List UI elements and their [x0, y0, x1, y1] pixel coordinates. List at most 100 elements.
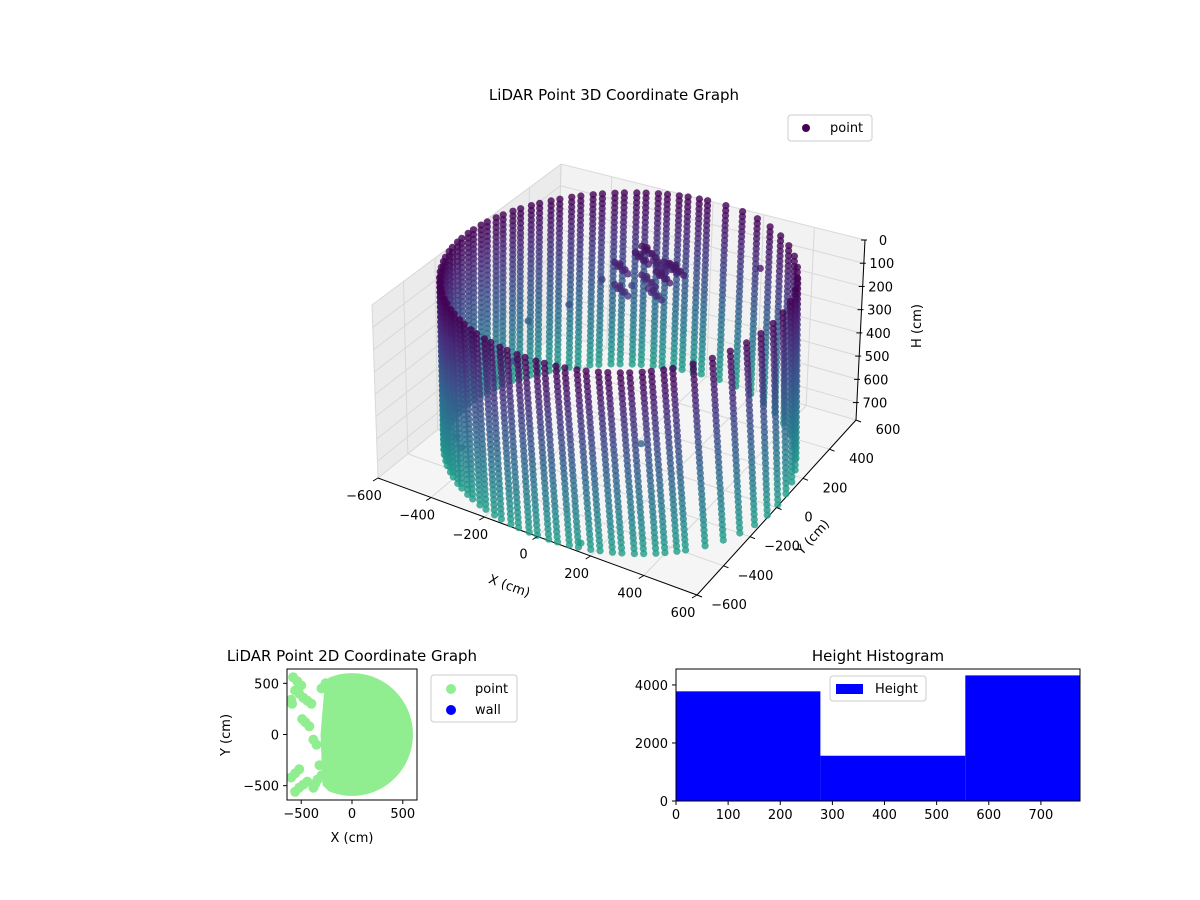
- point-3d: [549, 482, 558, 490]
- point-3d: [563, 515, 572, 524]
- point-3d: [659, 528, 668, 536]
- point-3d: [788, 473, 796, 481]
- point-3d: [516, 391, 524, 399]
- point-3d: [495, 469, 503, 478]
- point-3d: [776, 237, 785, 245]
- point-3d: [700, 281, 709, 289]
- point-3d: [487, 338, 495, 347]
- z-tick-label-3d: 400: [866, 327, 891, 342]
- point-3d: [780, 376, 788, 384]
- point-3d: [760, 423, 768, 431]
- point-3d: [788, 478, 796, 486]
- point-3d: [771, 392, 779, 400]
- point-3d: [533, 377, 542, 385]
- point-3d: [758, 361, 766, 369]
- point-3d: [641, 256, 650, 264]
- point-3d: [744, 365, 752, 373]
- point-3d: [608, 548, 617, 556]
- point-3d: [552, 523, 561, 531]
- point-3d: [787, 390, 795, 398]
- point-3d: [469, 376, 478, 384]
- point-3d: [660, 538, 668, 546]
- histogram-bars: [676, 675, 1080, 801]
- point-3d: [640, 550, 648, 558]
- point-2d: [320, 678, 331, 689]
- point-3d: [629, 415, 637, 423]
- point-3d: [658, 512, 666, 521]
- point-3d: [743, 360, 752, 368]
- point-3d: [632, 446, 640, 454]
- point-3d: [515, 524, 523, 532]
- point-3d: [761, 454, 769, 462]
- point-3d: [482, 370, 490, 378]
- point-3d: [628, 519, 636, 527]
- x-tick-label-2d: 500: [390, 807, 415, 822]
- point-3d: [657, 492, 665, 500]
- point-3d: [504, 357, 512, 365]
- point-3d: [757, 340, 765, 348]
- point-3d: [787, 334, 795, 342]
- point-3d: [793, 268, 801, 276]
- point-3d: [787, 349, 795, 357]
- point-3d: [779, 329, 788, 337]
- point-3d: [759, 381, 767, 390]
- point-3d: [565, 415, 573, 423]
- y-tick-label-3d: −400: [738, 569, 774, 584]
- point-3d: [772, 449, 781, 457]
- point-3d: [743, 354, 751, 363]
- point-3d: [761, 439, 769, 447]
- point-3d: [554, 393, 562, 401]
- point-3d: [524, 399, 532, 407]
- point-3d: [757, 345, 766, 353]
- y-tick-3d: [749, 536, 756, 540]
- point-3d: [663, 275, 671, 283]
- point-3d: [701, 537, 709, 545]
- point-3d: [713, 427, 721, 435]
- point-3d: [502, 434, 510, 442]
- point-3d: [621, 436, 630, 444]
- point-3d: [727, 363, 735, 371]
- point-3d: [548, 461, 556, 469]
- point-3d: [748, 453, 756, 461]
- point-3d: [735, 519, 743, 527]
- point-3d: [484, 405, 493, 413]
- z-tick-label-3d: 100: [869, 257, 894, 272]
- point-3d: [744, 375, 752, 383]
- legend-3d-point-marker: [802, 124, 810, 132]
- point-3d: [744, 380, 753, 389]
- point-3d: [743, 344, 751, 352]
- point-3d: [676, 473, 685, 481]
- point-3d: [718, 510, 726, 518]
- point-3d: [573, 371, 581, 379]
- x-axis-label-2d: X (cm): [331, 831, 374, 846]
- point-3d: [669, 375, 678, 383]
- chart-3d: LiDAR Point 3D Coordinate Graph −600 −400…: [346, 86, 925, 621]
- point-3d: [713, 437, 722, 445]
- point-3d: [714, 448, 722, 456]
- point-3d: [680, 530, 689, 539]
- point-3d: [786, 297, 795, 306]
- point-3d: [628, 360, 636, 368]
- point-3d: [597, 404, 605, 412]
- point-3d: [774, 501, 782, 509]
- point-3d: [541, 375, 550, 383]
- point-3d: [764, 288, 772, 296]
- y-tick-3d: [829, 448, 835, 452]
- point-3d: [689, 365, 698, 373]
- point-3d: [672, 406, 680, 414]
- point-3d: [639, 378, 647, 387]
- point-3d: [578, 438, 587, 446]
- point-3d: [638, 534, 647, 542]
- histogram-ticks: 0 100 200 300 400 500 600 700 0 2000 4000: [635, 679, 1053, 823]
- point-3d: [488, 471, 496, 479]
- point-3d: [443, 300, 451, 308]
- point-3d: [524, 518, 533, 526]
- point-3d: [747, 432, 755, 440]
- point-3d: [773, 485, 782, 493]
- point-3d: [574, 543, 583, 551]
- point-3d: [728, 373, 736, 381]
- point-2d: [304, 721, 315, 732]
- z-axis-line: [855, 239, 866, 421]
- point-3d: [735, 513, 743, 522]
- point-3d: [608, 425, 616, 433]
